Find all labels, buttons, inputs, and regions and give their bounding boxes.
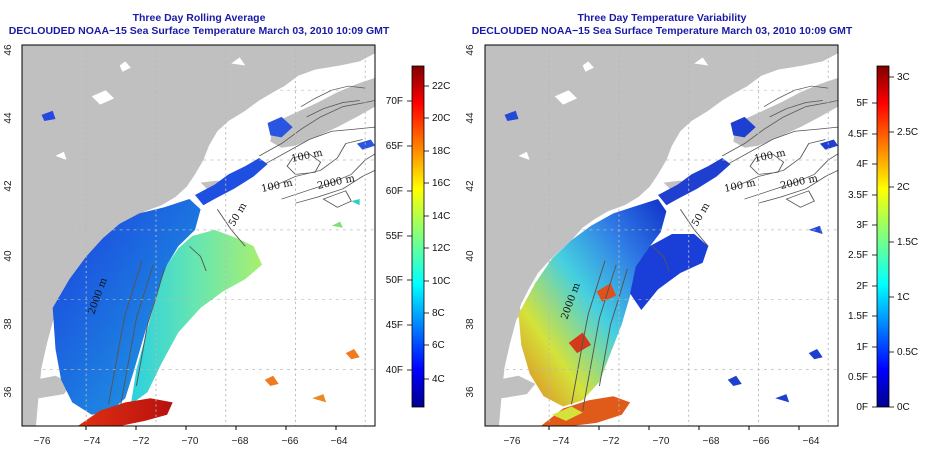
panel-average-title-line2: DECLOUDED NOAA−15 Sea Surface Temperatur… [9,25,390,37]
colorbar-f-label: 70F [386,96,403,107]
map-frame-variability: 100 m 100 m 2000 m 50 m 2000 m [484,44,839,427]
colorbar-f-label: 0F [856,402,868,413]
colorbar-f-label: 55F [386,231,403,242]
colorbar-f-label: 3F [856,220,868,231]
colorbar-f-label: 1.5F [848,311,868,322]
y-tick-label: 42 [3,180,14,192]
y-tick-label: 36 [3,386,14,398]
x-axis-average: −76 −74 −72 −70 −68 −66 −64 [34,426,348,447]
y-tick-label: 42 [465,180,476,192]
colorbar-average: 40F 45F 50F 55F 60F 65F 70F 4C 6C 8C 10C… [386,65,450,408]
colorbar-f-label: 2.5F [848,250,868,261]
sst-slope-warm [130,229,262,405]
y-tick-label: 40 [465,250,476,262]
colorbar-c-label: 8C [432,308,445,319]
colorbar-c-label: 20C [432,113,450,124]
panel-variability-title-line1: Three Day Temperature Variability [577,12,746,24]
y-tick-label: 38 [465,318,476,330]
var-shelf-field [518,199,667,407]
colorbar-c-label: 18C [432,146,450,157]
colorbar-c-label: 2.5C [897,127,918,138]
colorbar-c-label: 3C [897,72,910,83]
colorbar-c-label: 2C [897,182,910,193]
x-tick-label: −68 [703,436,720,447]
colorbar-c-label: 14C [432,211,450,222]
y-tick-label: 36 [465,386,476,398]
panel-average: Three Day Rolling Average DECLOUDED NOAA… [3,12,450,447]
map-frame-average: 100 m 100 m 2000 m 50 m 2000 m [21,44,376,427]
colorbar-f-label: 4F [856,159,868,170]
sst-gulf-maine-patches [195,157,268,206]
colorbar-c-label: 1.5C [897,237,918,248]
colorbar-c-label: 4C [432,374,445,385]
y-tick-label: 46 [3,44,14,56]
x-tick-label: −74 [553,436,570,447]
x-axis-variability: −76 −74 −72 −70 −68 −66 −64 [504,426,820,447]
var-slope-field [630,233,709,310]
y-tick-label: 40 [3,250,14,262]
x-tick-label: −64 [803,436,820,447]
colorbar-c-label: 16C [432,178,450,189]
colorbar-f-label: 4.5F [848,129,868,140]
y-tick-label: 46 [465,44,476,56]
colorbar-f-label: 60F [386,186,403,197]
colorbar-f-label: 40F [386,365,403,376]
colorbar-variability: 0F 0.5F 1F 1.5F 2F 2.5F 3F 3.5F 4F 4.5F … [848,65,918,413]
colorbar-c-label: 6C [432,340,445,351]
y-axis-average: 36 38 40 42 44 46 [3,44,14,398]
panel-variability-title-line2: DECLOUDED NOAA−15 Sea Surface Temperatur… [472,25,853,37]
panel-average-title-line1: Three Day Rolling Average [133,12,266,24]
colorbar-f-label: 45F [386,320,403,331]
colorbar-f-label: 5F [856,98,868,109]
x-tick-label: −66 [282,436,299,447]
x-tick-label: −70 [182,436,199,447]
x-tick-label: −66 [753,436,770,447]
x-tick-label: −74 [84,436,101,447]
colorbar-c-label: 0C [897,402,910,413]
colorbar-f-label: 1F [856,342,868,353]
x-tick-label: −68 [232,436,249,447]
y-tick-label: 38 [3,318,14,330]
colorbar-f-label: 3.5F [848,190,868,201]
x-tick-label: −72 [603,436,620,447]
colorbar-c-label: 10C [432,276,450,287]
colorbar-f-label: 2F [856,281,868,292]
x-tick-label: −76 [504,436,521,447]
y-axis-variability: 36 38 40 42 44 46 [465,44,476,398]
colorbar-f-label: 50F [386,275,403,286]
colorbar-c-label: 22C [432,81,450,92]
y-tick-label: 44 [3,112,14,124]
x-tick-label: −76 [34,436,51,447]
x-tick-label: −70 [653,436,670,447]
colorbar-c-label: 1C [897,292,910,303]
y-tick-label: 44 [465,112,476,124]
sst-gulf-stream [77,398,173,427]
colorbar-f-label: 65F [386,141,403,152]
colorbar-f-label: 0.5F [848,372,868,383]
panel-variability: Three Day Temperature Variability DECLOU… [465,12,918,447]
x-tick-label: −64 [331,436,348,447]
x-tick-label: −72 [133,436,150,447]
sst-shelf-cold [52,199,201,415]
colorbar-c-label: 0.5C [897,347,918,358]
colorbar-c-label: 12C [432,243,450,254]
